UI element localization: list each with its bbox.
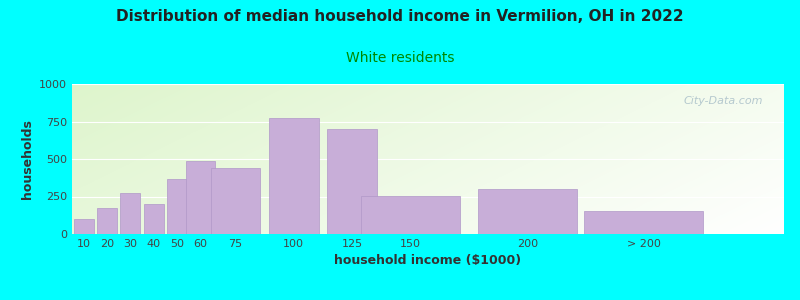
Text: City-Data.com: City-Data.com [683, 96, 762, 106]
Bar [144, 204, 164, 234]
Y-axis label: households: households [21, 119, 34, 199]
Bar [478, 189, 577, 234]
Bar [186, 160, 215, 234]
Bar [361, 196, 460, 234]
Bar [585, 211, 703, 234]
Text: White residents: White residents [346, 51, 454, 65]
Bar [121, 193, 140, 234]
Bar [74, 219, 94, 234]
Bar [97, 208, 117, 234]
Bar [210, 168, 260, 234]
Text: Distribution of median household income in Vermilion, OH in 2022: Distribution of median household income … [116, 9, 684, 24]
X-axis label: household income ($1000): household income ($1000) [334, 254, 522, 267]
Bar [327, 129, 377, 234]
Bar [167, 178, 187, 234]
Bar [269, 118, 318, 234]
